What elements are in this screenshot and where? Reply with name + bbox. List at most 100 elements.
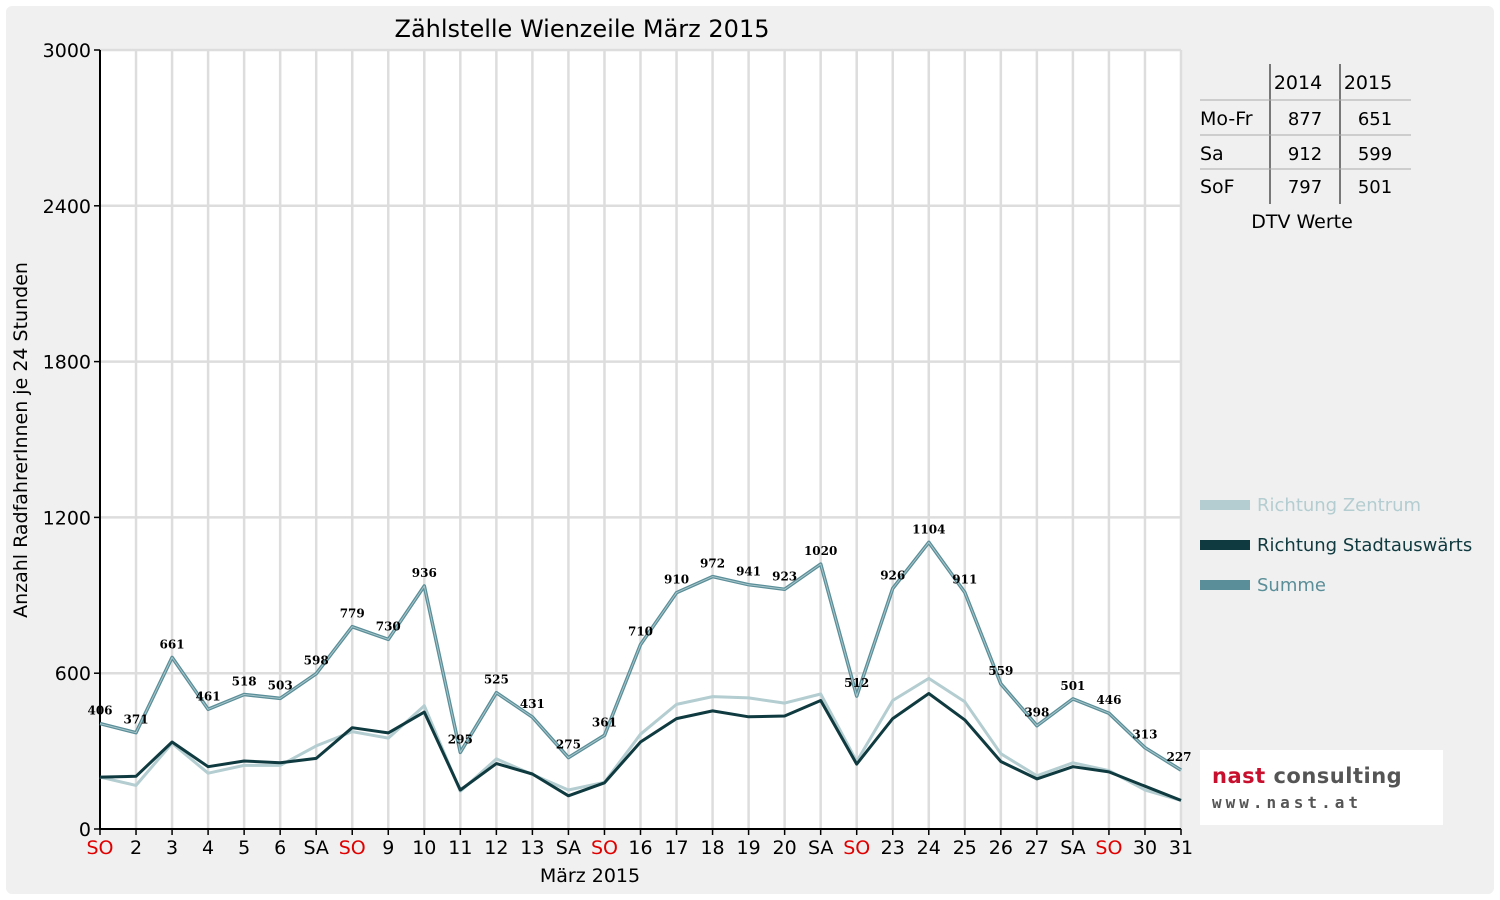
data-label: 941 bbox=[736, 565, 761, 579]
data-label: 926 bbox=[880, 569, 905, 583]
x-tick-label: 26 bbox=[989, 837, 1013, 859]
data-label: 295 bbox=[448, 732, 473, 746]
dtv-cell-sa-2014: 912 bbox=[1288, 144, 1322, 165]
data-label: 371 bbox=[124, 713, 149, 727]
y-tick-label: 3000 bbox=[43, 40, 91, 62]
data-label: 710 bbox=[628, 625, 653, 639]
x-tick-label: 11 bbox=[448, 837, 472, 859]
dtv-table: 2014 2015 Mo-Fr 877 651 Sa 912 599 SoF 7… bbox=[1200, 64, 1411, 233]
data-label: 730 bbox=[376, 619, 401, 633]
y-tick-label: 600 bbox=[55, 663, 91, 685]
data-label: 923 bbox=[772, 569, 797, 583]
x-tick-label: SO bbox=[1095, 837, 1122, 859]
data-label: 1104 bbox=[912, 522, 945, 536]
x-tick-label: SA bbox=[1060, 837, 1085, 859]
data-label: 503 bbox=[268, 678, 293, 692]
x-tick-label: 30 bbox=[1133, 837, 1157, 859]
y-axis-label: Anzahl RadfahrerInnen je 24 Stunden bbox=[10, 262, 32, 618]
x-tick-label: 9 bbox=[382, 837, 394, 859]
dtv-cell-sof-2015: 501 bbox=[1358, 177, 1392, 198]
legend-label: Summe bbox=[1257, 575, 1326, 596]
data-label: 275 bbox=[556, 738, 581, 752]
dtv-cell-sa-2015: 599 bbox=[1358, 144, 1392, 165]
x-tick-label: SA bbox=[808, 837, 833, 859]
dtv-cell-mofr-2015: 651 bbox=[1358, 109, 1392, 130]
x-tick-label: 5 bbox=[238, 837, 250, 859]
company-logo: nast consulting www.nast.at bbox=[1200, 750, 1443, 825]
data-label: 398 bbox=[1024, 706, 1049, 720]
x-tick-label: 27 bbox=[1025, 837, 1049, 859]
legend: Richtung Zentrum Richtung Stadtauswärts Su… bbox=[1200, 495, 1472, 596]
legend-swatch bbox=[1200, 580, 1250, 590]
x-tick-label: 17 bbox=[664, 837, 688, 859]
series-line-highlight bbox=[99, 541, 1182, 771]
x-tick-label: 16 bbox=[628, 837, 652, 859]
data-label: 446 bbox=[1096, 693, 1121, 707]
legend-label: Richtung Zentrum bbox=[1257, 495, 1421, 516]
data-label: 461 bbox=[196, 689, 221, 703]
data-label: 559 bbox=[988, 664, 1013, 678]
x-tick-label: SO bbox=[591, 837, 618, 859]
data-label: 525 bbox=[484, 673, 509, 687]
x-tick-label: 6 bbox=[274, 837, 286, 859]
legend-swatch bbox=[1200, 540, 1250, 550]
x-tick-label: 25 bbox=[953, 837, 977, 859]
x-tick-label: 4 bbox=[202, 837, 214, 859]
axes bbox=[94, 49, 1182, 835]
data-label: 361 bbox=[592, 715, 617, 729]
data-label: 501 bbox=[1060, 679, 1085, 693]
dtv-row-label-sa: Sa bbox=[1200, 143, 1224, 165]
x-tick-label: SA bbox=[303, 837, 328, 859]
data-label: 1020 bbox=[804, 544, 837, 558]
y-axis-ticks: 0 600 1200 1800 2400 3000 bbox=[43, 40, 91, 841]
x-tick-label: 20 bbox=[773, 837, 797, 859]
x-tick-label: SA bbox=[556, 837, 581, 859]
data-label: 431 bbox=[520, 697, 545, 711]
x-tick-label: 3 bbox=[166, 837, 178, 859]
x-tick-label: 2 bbox=[130, 837, 142, 859]
chart-title: Zählstelle Wienzeile März 2015 bbox=[395, 15, 770, 43]
x-tick-label: 12 bbox=[484, 837, 508, 859]
data-label: 911 bbox=[952, 572, 977, 586]
x-tick-label: 10 bbox=[412, 837, 436, 859]
series-layer bbox=[99, 540, 1182, 802]
legend-swatch bbox=[1200, 500, 1250, 510]
dtv-col-header-2015: 2015 bbox=[1344, 72, 1392, 94]
dtv-row-label-mofr: Mo-Fr bbox=[1200, 108, 1253, 130]
data-label: 936 bbox=[412, 566, 437, 580]
series-line-1 bbox=[99, 676, 1182, 802]
data-label: 910 bbox=[664, 573, 689, 587]
dtv-row-label-sof: SoF bbox=[1200, 176, 1235, 198]
x-tick-label: 24 bbox=[917, 837, 941, 859]
x-tick-label: SO bbox=[339, 837, 366, 859]
logo-url: www.nast.at bbox=[1212, 793, 1362, 812]
x-tick-label: SO bbox=[843, 837, 870, 859]
y-tick-label: 0 bbox=[79, 819, 91, 841]
data-label: 518 bbox=[232, 674, 257, 688]
x-tick-label: 31 bbox=[1169, 837, 1193, 859]
x-tick-label: 13 bbox=[520, 837, 544, 859]
data-labels: 406 371 661 461 518 503 598 779 730 936 295 525 431 2… bbox=[87, 522, 1191, 764]
x-tick-label: 23 bbox=[881, 837, 905, 859]
y-tick-label: 1800 bbox=[43, 352, 91, 374]
data-label: 972 bbox=[700, 557, 725, 571]
data-label: 598 bbox=[304, 654, 329, 668]
x-tick-label: 18 bbox=[700, 837, 724, 859]
legend-label: Richtung Stadtauswärts bbox=[1257, 535, 1472, 556]
data-label: 227 bbox=[1166, 750, 1191, 764]
dtv-cell-sof-2014: 797 bbox=[1288, 177, 1322, 198]
dtv-cell-mofr-2014: 877 bbox=[1288, 109, 1322, 130]
x-axis-label: März 2015 bbox=[540, 865, 640, 887]
x-tick-label: 19 bbox=[737, 837, 761, 859]
x-axis-ticks: SO 2 3 4 5 6 SA SO 9 10 11 12 13 SA SO 16 17 18 19 20 SA SO 23… bbox=[86, 837, 1193, 859]
series-line-2 bbox=[99, 692, 1182, 802]
dtv-col-header-2014: 2014 bbox=[1274, 72, 1322, 94]
x-tick-label: SO bbox=[86, 837, 113, 859]
logo-wordmark: nast consulting bbox=[1212, 764, 1403, 788]
data-label: 313 bbox=[1132, 728, 1157, 742]
y-tick-label: 1200 bbox=[43, 507, 91, 529]
data-label: 661 bbox=[160, 637, 185, 651]
y-tick-label: 2400 bbox=[43, 196, 91, 218]
data-label: 779 bbox=[340, 607, 365, 621]
